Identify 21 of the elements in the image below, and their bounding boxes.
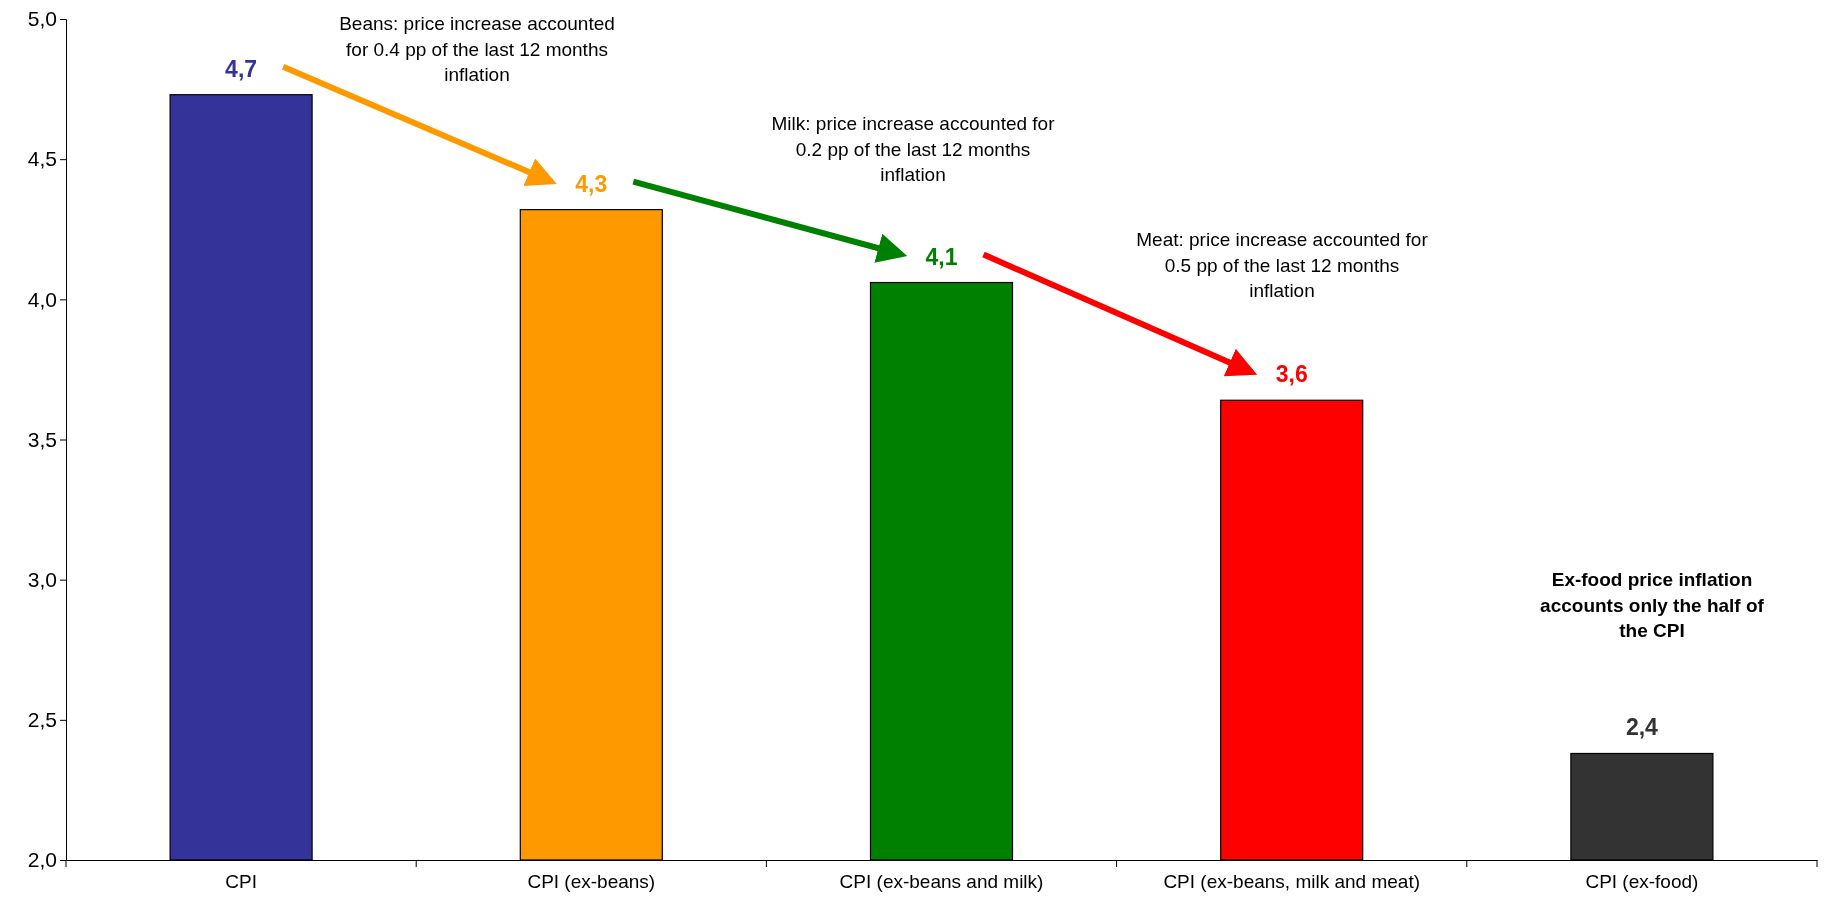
x-tick-label: CPI (ex-food) bbox=[1585, 870, 1699, 892]
y-tick-label: 4,5 bbox=[27, 147, 57, 171]
x-tick-label: CPI (ex-beans and milk) bbox=[839, 870, 1044, 892]
data-label: 3,6 bbox=[1275, 361, 1308, 388]
x-tick-label: CPI (ex-beans) bbox=[527, 870, 656, 892]
y-tick-label: 2,5 bbox=[27, 708, 57, 732]
y-tick-label: 3,0 bbox=[27, 567, 57, 591]
annotation: Meat: price increase accounted for 0.5 pp of the last 12 months inflation bbox=[1136, 229, 1429, 302]
annotation: Ex-food price inflation accounts only the half of the CPI bbox=[1540, 569, 1765, 642]
y-tick-label: 4,0 bbox=[27, 287, 57, 311]
data-label: 4,7 bbox=[225, 55, 258, 82]
y-tick-label: 2,0 bbox=[27, 848, 57, 872]
annotation: Beans: price increase accounted for 0.4 pp of the last 12 months inflation bbox=[339, 13, 615, 86]
x-tick-label: CPI (ex-beans, milk and meat) bbox=[1163, 870, 1420, 892]
data-label: 2,4 bbox=[1625, 714, 1659, 741]
y-tick-label: 5,0 bbox=[27, 7, 57, 31]
y-tick-label: 3,5 bbox=[27, 427, 57, 451]
data-label: 4,3 bbox=[575, 170, 608, 197]
data-label: 4,1 bbox=[925, 243, 958, 270]
x-tick-label: CPI bbox=[225, 870, 257, 892]
annotation: Milk: price increase accounted for 0.2 pp of the last 12 months inflation bbox=[771, 113, 1056, 186]
